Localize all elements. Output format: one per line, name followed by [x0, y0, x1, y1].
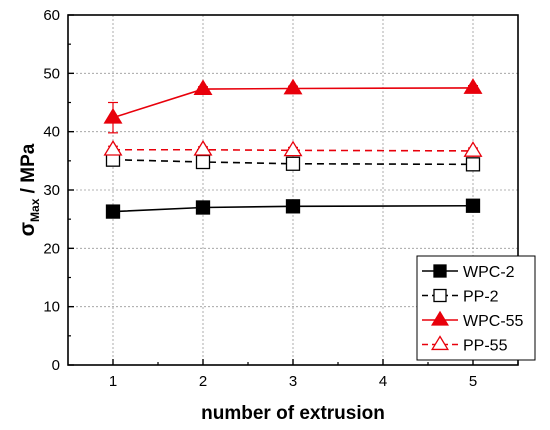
marker-square	[285, 199, 301, 214]
legend-item: WPC-2	[422, 264, 515, 281]
marker-square	[433, 264, 447, 278]
legend-item: WPC-55	[422, 310, 524, 330]
marker-square	[465, 157, 481, 172]
legend-label: PP-55	[463, 338, 508, 355]
marker-square	[285, 156, 301, 171]
marker-square	[465, 198, 481, 213]
legend: WPC-2 PP-2 WPC-55 PP-55	[416, 255, 536, 361]
series-wpc-55	[103, 78, 483, 134]
axis-ticks: 0 10 20 30 40 50 60 1 2 3 4 5	[43, 7, 519, 390]
legend-label: PP-2	[463, 289, 499, 306]
marker-triangle	[463, 78, 483, 94]
series-line	[112, 204, 474, 213]
y-tick-label: 20	[43, 240, 60, 257]
marker-triangle	[103, 107, 123, 124]
y-axis-symbol: σ	[16, 222, 39, 236]
series-line	[112, 158, 474, 166]
marker-square	[195, 154, 211, 170]
y-axis-subscript: Max	[28, 198, 42, 222]
marker-triangle	[463, 141, 483, 157]
x-tick-label: 5	[469, 373, 477, 390]
marker-triangle	[431, 335, 449, 351]
legend-item: PP-55	[422, 335, 508, 355]
marker-triangle	[103, 139, 123, 156]
series-pp-55	[103, 139, 483, 157]
x-tick-label: 1	[109, 373, 117, 390]
x-tick-label: 4	[379, 373, 387, 390]
grid	[68, 15, 518, 365]
y-tick-label: 10	[43, 299, 60, 316]
series-line	[112, 87, 474, 119]
marker-triangle	[431, 310, 449, 326]
marker-triangle	[193, 139, 213, 156]
legend-item: PP-2	[422, 289, 499, 306]
series-line	[113, 148, 474, 152]
x-tick-label: 3	[289, 373, 297, 390]
marker-square	[105, 204, 121, 219]
marker-triangle	[193, 79, 213, 96]
y-axis-title: σMax / MPa	[16, 143, 42, 236]
y-tick-label: 60	[43, 7, 60, 24]
legend-label: WPC-2	[463, 264, 515, 281]
legend-label: WPC-55	[463, 313, 524, 330]
y-tick-label: 30	[43, 182, 60, 199]
y-tick-label: 50	[43, 65, 60, 82]
y-tick-label: 40	[43, 124, 60, 141]
x-tick-label: 2	[199, 373, 207, 390]
series-wpc-2	[105, 198, 481, 219]
marker-triangle	[283, 78, 303, 95]
marker-square	[433, 288, 447, 303]
plot-series	[103, 78, 483, 219]
marker-triangle	[283, 140, 303, 157]
y-axis-unit: / MPa	[18, 143, 39, 198]
y-tick-label: 0	[52, 357, 60, 374]
marker-square	[195, 200, 211, 215]
x-axis-title: number of extrusion	[201, 403, 385, 424]
